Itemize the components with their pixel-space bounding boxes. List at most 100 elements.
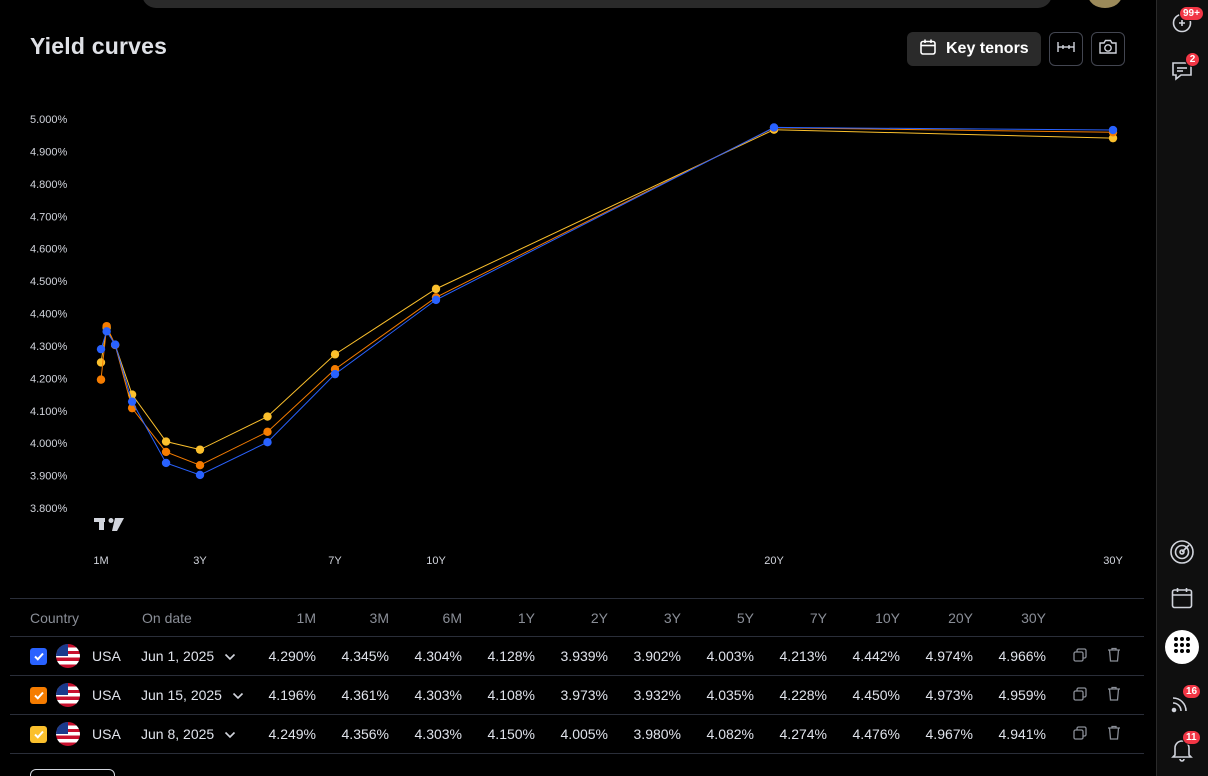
table-row[interactable]: USA Jun 8, 2025 4.249% 4.356% 4.303% 4.150% 4.… — [10, 715, 1144, 754]
right-sidebar: 99+ 2 16 11 — [1156, 0, 1208, 776]
table-row[interactable]: USA Jun 15, 2025 4.196% 4.361% 4.303% 4.108% 3… — [10, 676, 1144, 715]
data-point[interactable] — [96, 344, 106, 354]
row-value: 4.304% — [414, 648, 462, 664]
data-point[interactable] — [330, 350, 340, 359]
data-point[interactable] — [1108, 133, 1118, 143]
x-tick-label: 30Y — [1103, 555, 1123, 567]
sidebar-item-news[interactable]: 16 — [1165, 684, 1202, 722]
row-date: Jun 15, 2025 — [141, 687, 222, 703]
row-checkbox[interactable] — [30, 637, 47, 675]
series-line[interactable] — [100, 129, 1114, 451]
row-value: 3.980% — [633, 726, 681, 742]
data-point[interactable] — [161, 458, 171, 468]
sidebar-item-chat[interactable]: 2 — [1165, 52, 1200, 90]
delete-row-button[interactable] — [1106, 715, 1122, 753]
series-line[interactable] — [100, 126, 1114, 476]
data-point[interactable] — [263, 427, 272, 437]
x-tick-label: 20Y — [764, 555, 784, 567]
data-point[interactable] — [161, 447, 171, 457]
duplicate-row-button[interactable] — [1072, 715, 1088, 753]
row-value: 3.932% — [633, 687, 681, 703]
row-value: 4.082% — [706, 726, 754, 742]
row-date-picker[interactable]: Jun 15, 2025 — [141, 676, 244, 714]
avatar[interactable] — [1088, 0, 1122, 8]
row-value: 4.966% — [998, 648, 1046, 664]
data-point[interactable] — [195, 461, 205, 470]
row-date-picker[interactable]: Jun 8, 2025 — [141, 715, 236, 753]
calendar-icon — [919, 38, 937, 61]
apps-grid-icon — [1173, 636, 1191, 659]
y-tick-label: 3.900% — [30, 471, 68, 483]
checkbox[interactable] — [30, 725, 47, 743]
us-flag-icon — [56, 715, 80, 753]
sidebar-item-ideas[interactable]: 99+ — [1165, 6, 1204, 42]
snapshot-button[interactable] — [1091, 32, 1125, 66]
sidebar-item-apps[interactable] — [1165, 630, 1199, 664]
duplicate-row-button[interactable] — [1072, 676, 1088, 714]
chat-badge: 2 — [1185, 52, 1200, 67]
delete-row-button[interactable] — [1106, 676, 1122, 714]
y-tick-label: 4.900% — [30, 146, 68, 158]
series-group — [96, 123, 1118, 480]
row-value: 3.939% — [560, 648, 608, 664]
row-date-picker[interactable]: Jun 1, 2025 — [141, 637, 236, 675]
y-tick-label: 4.300% — [30, 341, 68, 353]
data-point[interactable] — [1108, 125, 1118, 135]
row-checkbox[interactable] — [30, 715, 47, 753]
key-tenors-button[interactable]: Key tenors — [907, 32, 1041, 66]
row-value: 4.196% — [268, 687, 316, 703]
data-point[interactable] — [195, 445, 205, 454]
data-point[interactable] — [263, 412, 272, 421]
y-tick-label: 4.700% — [30, 211, 68, 223]
copy-icon — [1073, 686, 1087, 704]
header-tenor: 1M — [296, 609, 316, 626]
row-value: 4.361% — [341, 687, 389, 703]
row-value: 4.290% — [268, 648, 316, 664]
search-bar[interactable] — [142, 0, 1052, 8]
data-point[interactable] — [330, 369, 340, 379]
data-point[interactable] — [195, 470, 205, 480]
row-value: 4.303% — [414, 726, 462, 742]
y-tick-label: 5.000% — [30, 114, 68, 126]
row-value: 3.973% — [560, 687, 608, 703]
checkbox[interactable] — [30, 647, 47, 665]
add-button[interactable] — [30, 769, 115, 776]
header-tenor: 30Y — [1021, 609, 1046, 626]
row-value: 4.108% — [487, 687, 535, 703]
sidebar-item-calendar[interactable] — [1165, 583, 1199, 617]
checkbox[interactable] — [30, 686, 47, 704]
data-point[interactable] — [110, 340, 120, 349]
data-point[interactable] — [127, 390, 137, 399]
data-point[interactable] — [96, 375, 106, 384]
row-value: 4.442% — [852, 648, 900, 664]
chevron-down-icon — [224, 726, 236, 742]
row-value: 4.003% — [706, 648, 754, 664]
row-value: 4.150% — [487, 726, 535, 742]
delete-row-button[interactable] — [1106, 637, 1122, 675]
notifications-badge: 11 — [1182, 730, 1201, 745]
data-point[interactable] — [263, 437, 272, 447]
data-point[interactable] — [769, 123, 779, 132]
data-point[interactable] — [127, 397, 137, 406]
yield-table: Country On date 1M 3M 6M 1Y 2Y 3Y 5Y 7Y 10Y 20Y 30… — [10, 598, 1144, 754]
data-point[interactable] — [431, 295, 441, 305]
yield-curve-chart[interactable]: 5.000% 4.900% 4.800% 4.700% 4.600% 4.500% 4.40… — [0, 90, 1150, 580]
header-tenor: 3Y — [663, 609, 681, 626]
y-tick-label: 4.200% — [30, 373, 68, 385]
table-row[interactable]: USA Jun 1, 2025 4.290% 4.345% 4.304% 4.128% 3.… — [10, 637, 1144, 676]
tradingview-logo — [94, 518, 124, 531]
data-point[interactable] — [431, 284, 441, 294]
data-point[interactable] — [96, 358, 106, 367]
data-point[interactable] — [161, 437, 171, 446]
x-tick-label: 10Y — [426, 555, 446, 567]
sidebar-item-target[interactable] — [1165, 537, 1199, 571]
row-value: 4.974% — [925, 648, 973, 664]
row-checkbox[interactable] — [30, 676, 47, 714]
sidebar-item-notifications[interactable]: 11 — [1165, 730, 1201, 769]
series-line[interactable] — [100, 127, 1114, 466]
calendar-icon — [1170, 586, 1194, 615]
range-button[interactable] — [1049, 32, 1083, 66]
data-point[interactable] — [102, 327, 111, 336]
news-feed-icon — [1170, 692, 1194, 719]
duplicate-row-button[interactable] — [1072, 637, 1088, 675]
